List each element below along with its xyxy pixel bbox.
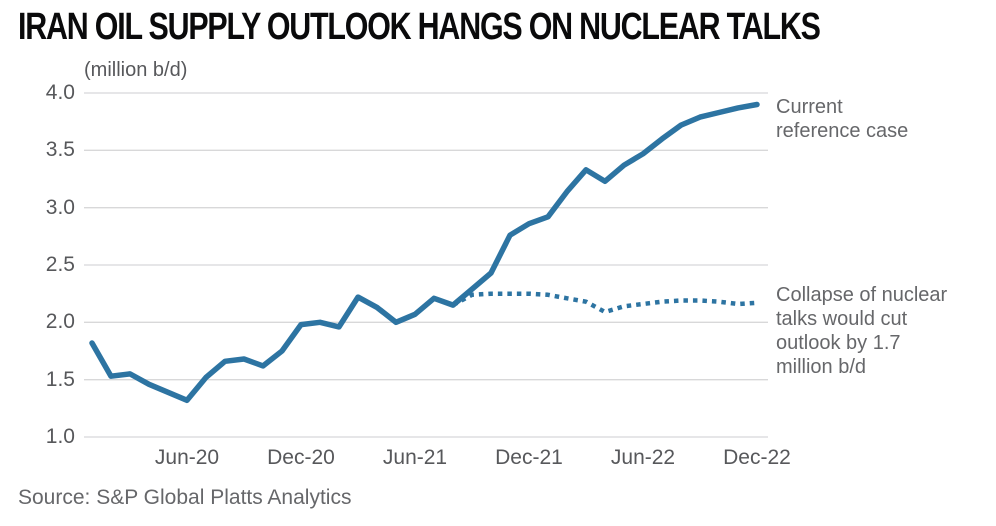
y-axis-tick-2.5: 2.5 (45, 253, 75, 276)
x-axis-tick-Jun-20: Jun-20 (154, 446, 220, 469)
dotted-line-annotation: Collapse of nuclear talks would cut outl… (776, 284, 948, 378)
source-credit: Source: S&P Global Platts Analytics (18, 486, 352, 509)
y-axis-tick-3.0: 3.0 (45, 195, 75, 219)
y-axis-tick-1.5: 1.5 (45, 367, 75, 391)
y-axis-tick-1.0: 1.0 (45, 425, 75, 448)
y-axis-tick-3.5: 3.5 (45, 138, 75, 162)
y-axis-tick-4.0: 4.0 (45, 81, 75, 104)
y-axis-units-label: (million b/d) (84, 59, 188, 81)
solid-line-annotation: Current reference case (776, 96, 909, 142)
current-reference-case-line (89, 101, 760, 404)
x-axis-tick-Dec-22: Dec-22 (723, 446, 791, 469)
collapse-scenario-line (451, 291, 758, 315)
x-axis-tick-Jun-21: Jun-21 (382, 446, 448, 469)
chart-title: IRAN OIL SUPPLY OUTLOOK HANGS ON NUCLEAR… (18, 6, 821, 48)
x-axis-tick-Jun-22: Jun-22 (610, 446, 676, 469)
x-axis-tick-Dec-20: Dec-20 (267, 446, 335, 469)
y-axis-tick-2.0: 2.0 (45, 310, 75, 334)
x-axis-tick-Dec-21: Dec-21 (495, 446, 563, 469)
